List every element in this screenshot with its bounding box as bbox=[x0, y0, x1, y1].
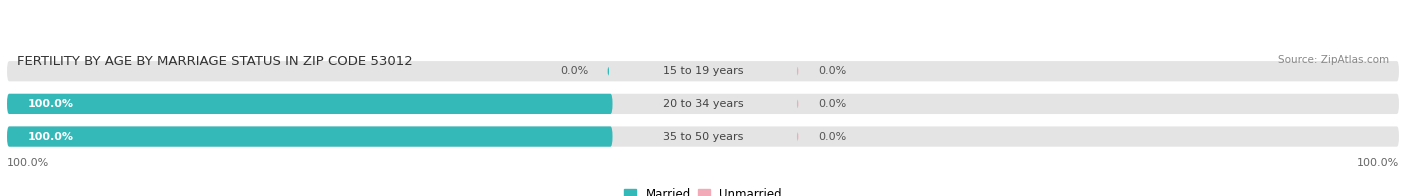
Text: 0.0%: 0.0% bbox=[818, 99, 846, 109]
FancyBboxPatch shape bbox=[7, 126, 1399, 147]
Text: 100.0%: 100.0% bbox=[28, 132, 75, 142]
Text: 0.0%: 0.0% bbox=[818, 66, 846, 76]
Text: FERTILITY BY AGE BY MARRIAGE STATUS IN ZIP CODE 53012: FERTILITY BY AGE BY MARRIAGE STATUS IN Z… bbox=[17, 55, 412, 68]
FancyBboxPatch shape bbox=[7, 94, 613, 114]
Text: 100.0%: 100.0% bbox=[1357, 158, 1399, 168]
Text: 100.0%: 100.0% bbox=[28, 99, 75, 109]
Text: 15 to 19 years: 15 to 19 years bbox=[662, 66, 744, 76]
FancyBboxPatch shape bbox=[7, 94, 1399, 114]
Legend: Married, Unmarried: Married, Unmarried bbox=[624, 188, 782, 196]
Text: Source: ZipAtlas.com: Source: ZipAtlas.com bbox=[1278, 55, 1389, 65]
Text: 20 to 34 years: 20 to 34 years bbox=[662, 99, 744, 109]
FancyBboxPatch shape bbox=[7, 61, 1399, 81]
FancyBboxPatch shape bbox=[7, 126, 613, 147]
Text: 0.0%: 0.0% bbox=[560, 66, 588, 76]
Text: 0.0%: 0.0% bbox=[818, 132, 846, 142]
Text: 100.0%: 100.0% bbox=[7, 158, 49, 168]
Text: 35 to 50 years: 35 to 50 years bbox=[662, 132, 744, 142]
